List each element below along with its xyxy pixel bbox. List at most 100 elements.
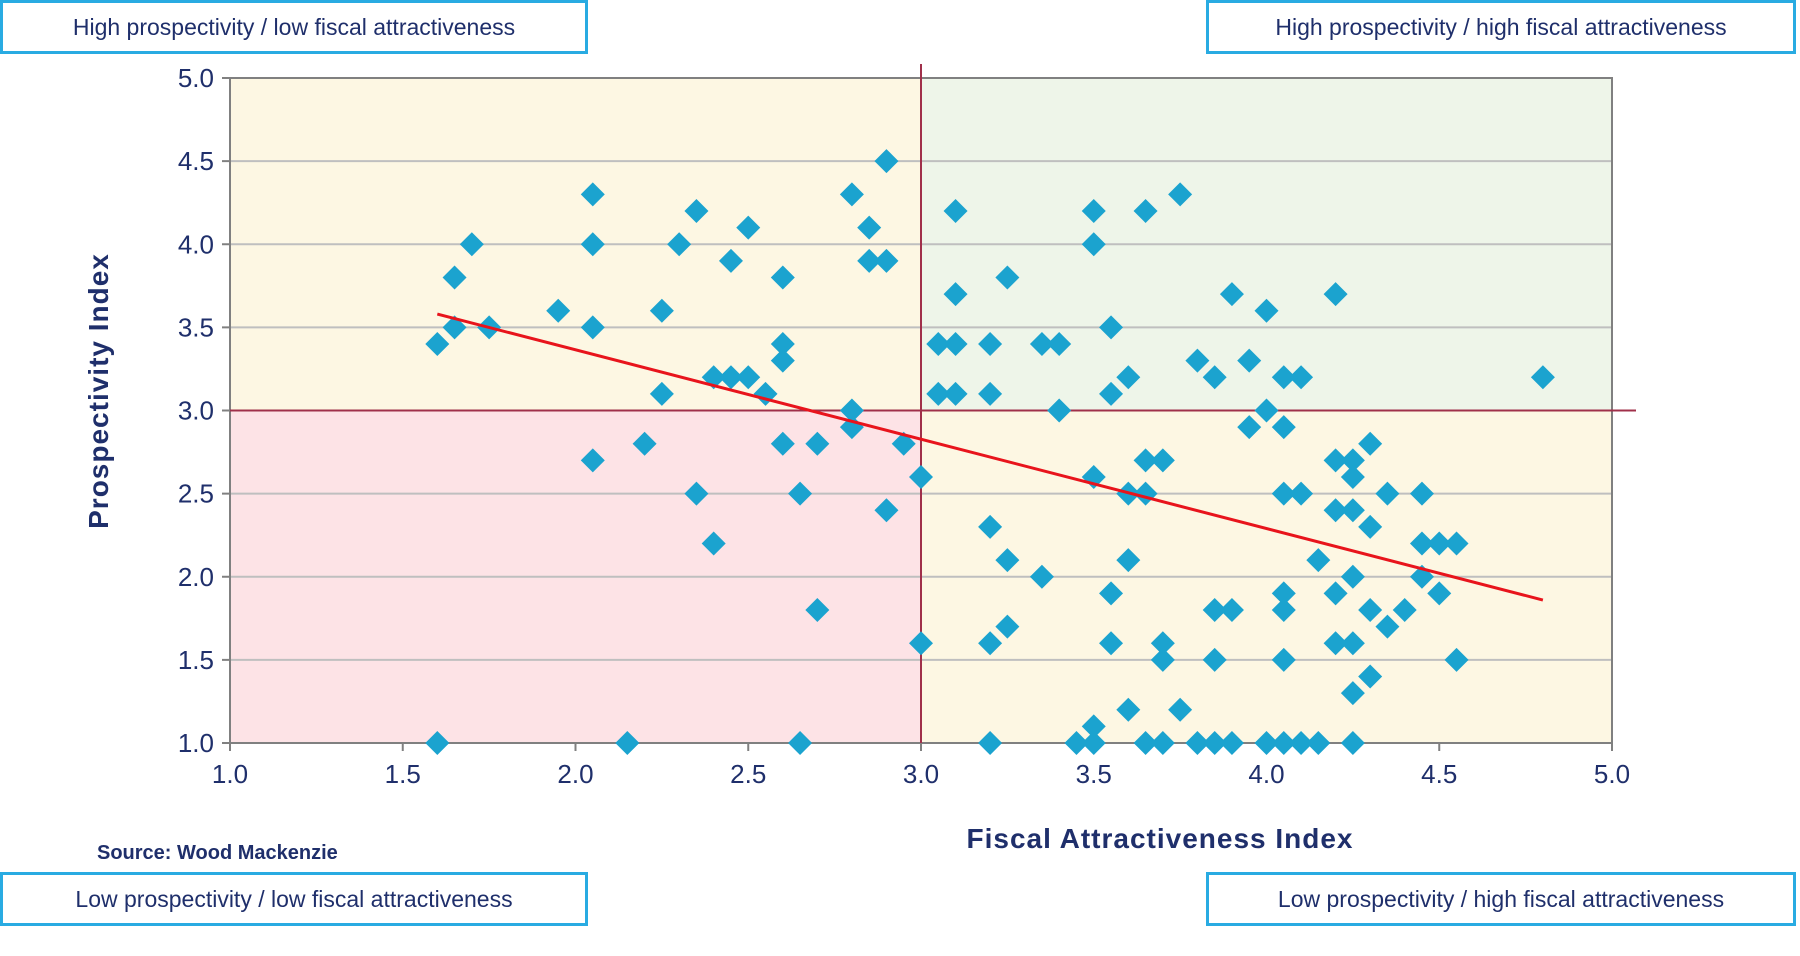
- data-point: [701, 531, 726, 556]
- data-point: [1219, 598, 1244, 622]
- data-point: [1254, 731, 1279, 755]
- data-point: [718, 248, 743, 273]
- data-point: [1340, 631, 1365, 656]
- data-point: [1081, 731, 1106, 755]
- data-point: [788, 481, 813, 506]
- data-point: [839, 398, 864, 423]
- data-point: [943, 381, 968, 406]
- data-point: [995, 548, 1020, 573]
- quadrant-label-low-prospectivity-high-fiscal: Low prospectivity / high fiscal attracti…: [1206, 872, 1796, 926]
- quadrant-label-high-prospectivity-high-fiscal: High prospectivity / high fiscal attract…: [1206, 0, 1796, 54]
- trendline-group: [436, 312, 1544, 602]
- x-tick-label: 4.0: [1248, 759, 1284, 789]
- data-point: [1254, 398, 1279, 423]
- x-tick-label: 3.5: [1076, 759, 1112, 789]
- data-point: [943, 282, 968, 307]
- data-point: [874, 248, 899, 273]
- data-point: [1306, 548, 1331, 573]
- y-axis-title: Prospectivity Index: [83, 253, 114, 529]
- x-tick-label: 2.5: [730, 759, 766, 789]
- data-point: [857, 215, 882, 240]
- data-point: [1323, 282, 1348, 307]
- x-tick-label: 5.0: [1594, 759, 1630, 789]
- data-point: [1099, 381, 1124, 406]
- x-tick-label: 3.0: [903, 759, 939, 789]
- data-point: [1358, 664, 1383, 689]
- data-point: [1358, 514, 1383, 539]
- data-point: [874, 498, 899, 523]
- x-tick-label: 2.0: [557, 759, 593, 789]
- trendline: [436, 312, 1544, 602]
- data-point: [1375, 614, 1400, 639]
- data-point: [926, 381, 951, 406]
- data-point: [1271, 647, 1296, 672]
- data-point: [442, 265, 467, 290]
- data-point: [1289, 731, 1314, 755]
- data-point: [1185, 348, 1210, 373]
- data-point: [1340, 498, 1365, 523]
- data-point: [1150, 631, 1175, 656]
- data-point: [1323, 448, 1348, 473]
- data-point: [770, 332, 795, 356]
- data-point: [1444, 647, 1469, 672]
- data-point: [805, 431, 830, 456]
- y-tick-label: 4.5: [178, 146, 214, 176]
- data-point: [425, 332, 450, 356]
- data-point: [1340, 448, 1365, 473]
- data-point: [857, 248, 882, 273]
- data-point: [1185, 731, 1210, 755]
- data-point: [1219, 731, 1244, 755]
- data-point: [1444, 531, 1469, 556]
- axes: [222, 64, 1636, 751]
- data-point: [943, 332, 968, 356]
- quadrant-label-high-prospectivity-low-fiscal: High prospectivity / low fiscal attracti…: [0, 0, 588, 54]
- data-point: [1289, 365, 1314, 390]
- data-point: [770, 431, 795, 456]
- y-tick-label: 2.0: [178, 562, 214, 592]
- data-point: [1150, 448, 1175, 473]
- data-point: [1202, 598, 1227, 622]
- x-axis-title: Fiscal Attractiveness Index: [966, 823, 1353, 854]
- data-point: [770, 265, 795, 290]
- tick-labels: 1.0 1.5 2.0 2.5 3.0 3.5 4.0 4.5 5.0 1.0 1.5 2.0 2.5 3…: [178, 63, 1630, 789]
- data-point: [1116, 697, 1141, 722]
- data-point: [425, 731, 450, 755]
- data-point: [995, 614, 1020, 639]
- data-point: [1358, 598, 1383, 622]
- data-points: [425, 149, 1555, 755]
- data-point: [1150, 647, 1175, 672]
- data-point: [1133, 731, 1158, 755]
- data-point: [649, 298, 674, 323]
- data-point: [978, 631, 1003, 656]
- data-point: [1271, 598, 1296, 622]
- data-point: [1392, 598, 1417, 622]
- data-point: [1133, 199, 1158, 223]
- data-point: [684, 481, 709, 506]
- data-point: [615, 731, 640, 755]
- data-point: [718, 365, 743, 390]
- y-tick-label: 3.0: [178, 396, 214, 426]
- x-tick-label: 1.5: [385, 759, 421, 789]
- data-point: [1029, 332, 1054, 356]
- y-tick-label: 2.5: [178, 479, 214, 509]
- data-point: [1340, 681, 1365, 706]
- data-point: [1081, 714, 1106, 739]
- data-point: [667, 232, 692, 257]
- data-point: [1375, 481, 1400, 506]
- data-point: [1409, 531, 1434, 556]
- data-point: [1168, 697, 1193, 722]
- y-tick-label: 4.0: [178, 229, 214, 259]
- data-point: [1358, 431, 1383, 456]
- data-point: [1340, 731, 1365, 755]
- data-point: [874, 149, 899, 174]
- data-point: [580, 232, 605, 257]
- y-tick-label: 1.5: [178, 645, 214, 675]
- y-tick-label: 5.0: [178, 63, 214, 93]
- data-point: [1340, 465, 1365, 489]
- data-point: [736, 365, 761, 390]
- data-point: [1116, 548, 1141, 573]
- data-point: [1150, 731, 1175, 755]
- data-point: [1099, 631, 1124, 656]
- data-point: [1081, 232, 1106, 257]
